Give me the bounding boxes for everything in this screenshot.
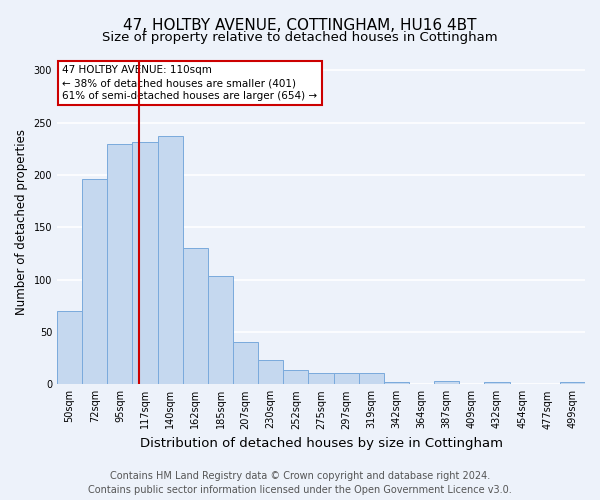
Bar [308, 373, 334, 384]
Bar [208, 276, 233, 384]
X-axis label: Distribution of detached houses by size in Cottingham: Distribution of detached houses by size … [140, 437, 503, 450]
Bar [434, 381, 459, 384]
Bar [560, 382, 585, 384]
Bar [359, 373, 384, 384]
Y-axis label: Number of detached properties: Number of detached properties [15, 129, 28, 315]
Bar [283, 370, 308, 384]
Bar [183, 248, 208, 384]
Bar [82, 180, 107, 384]
Bar [158, 136, 183, 384]
Bar [384, 382, 409, 384]
Text: 47, HOLTBY AVENUE, COTTINGHAM, HU16 4BT: 47, HOLTBY AVENUE, COTTINGHAM, HU16 4BT [123, 18, 477, 32]
Text: 47 HOLTBY AVENUE: 110sqm
← 38% of detached houses are smaller (401)
61% of semi-: 47 HOLTBY AVENUE: 110sqm ← 38% of detach… [62, 65, 317, 102]
Text: Size of property relative to detached houses in Cottingham: Size of property relative to detached ho… [102, 31, 498, 44]
Bar [107, 144, 133, 384]
Bar [484, 382, 509, 384]
Bar [258, 360, 283, 384]
Text: Contains HM Land Registry data © Crown copyright and database right 2024.
Contai: Contains HM Land Registry data © Crown c… [88, 471, 512, 495]
Bar [233, 342, 258, 384]
Bar [133, 142, 158, 384]
Bar [57, 311, 82, 384]
Bar [334, 373, 359, 384]
